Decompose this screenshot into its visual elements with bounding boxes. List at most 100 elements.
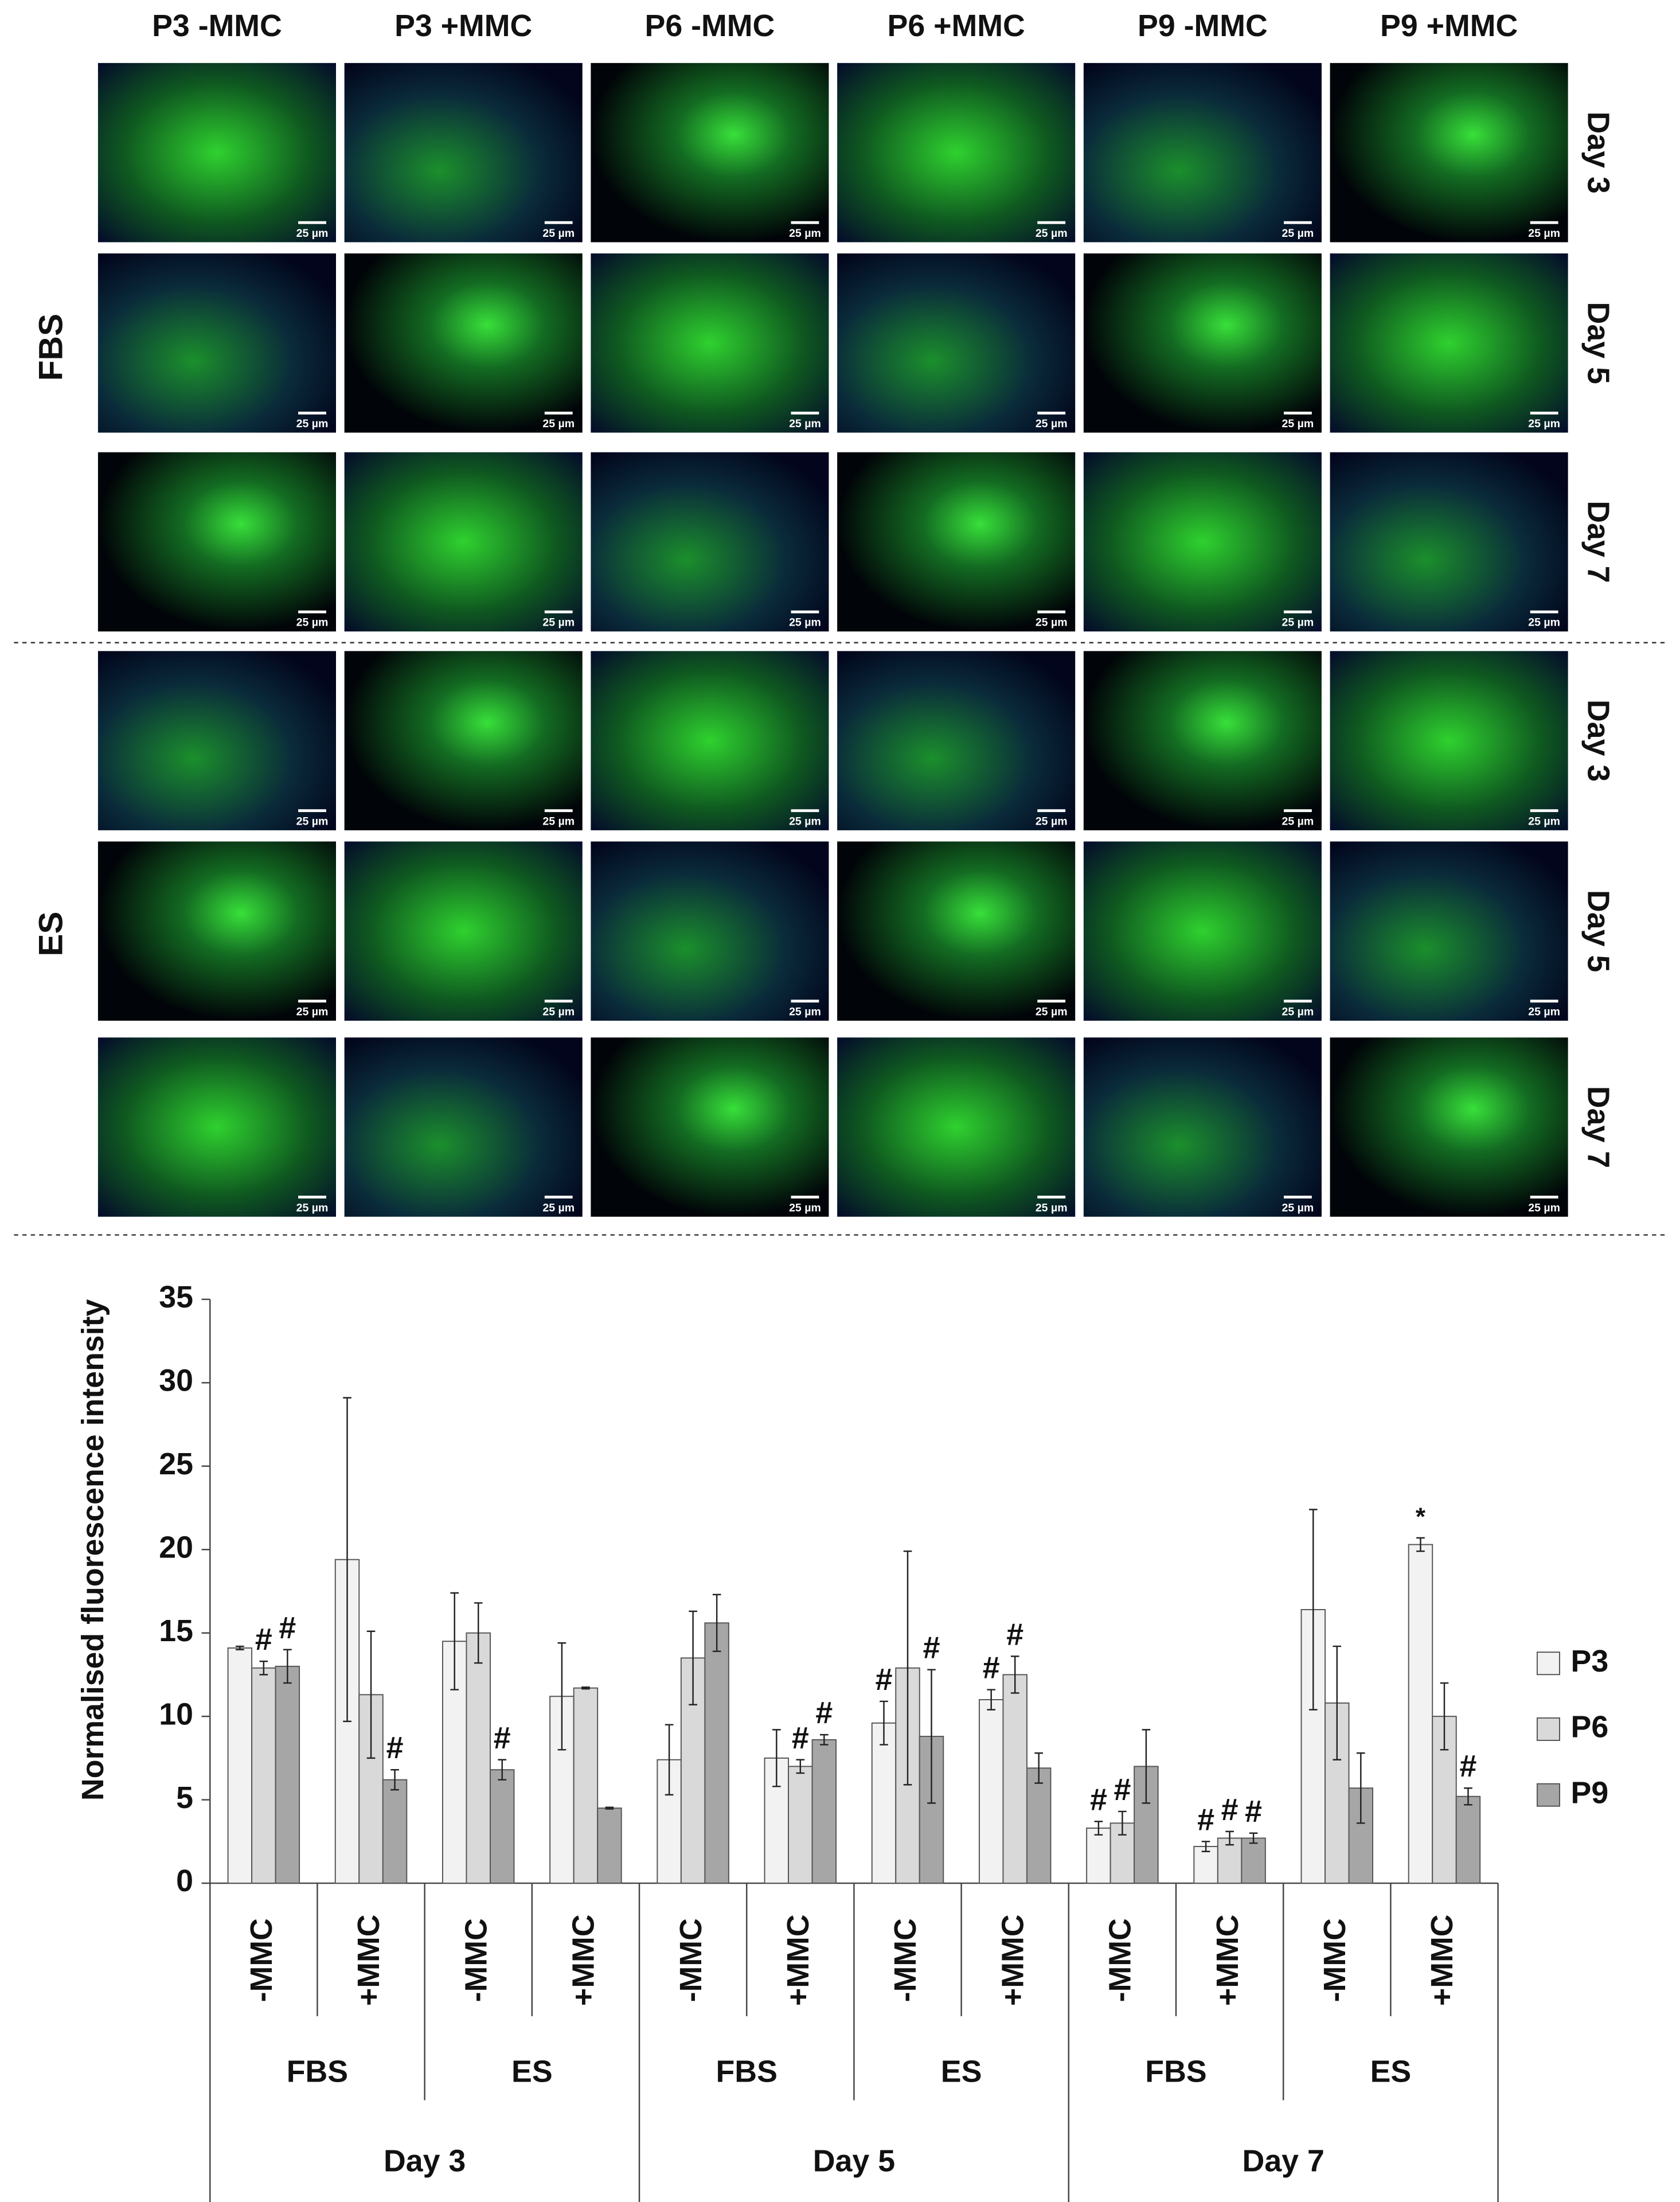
significance-marker: # bbox=[1090, 1782, 1107, 1817]
error-bar bbox=[283, 1649, 292, 1684]
column-header: P9 +MMC bbox=[1380, 9, 1518, 43]
micrograph bbox=[344, 253, 583, 433]
error-bar bbox=[498, 1759, 507, 1781]
micrograph bbox=[591, 651, 829, 830]
bar bbox=[1455, 1795, 1481, 1884]
micrograph bbox=[97, 63, 337, 243]
scale-bar-label: 25 µm bbox=[1036, 815, 1068, 827]
legend-swatch bbox=[1536, 1783, 1560, 1807]
micrograph bbox=[1330, 63, 1568, 243]
scale-bar-label: 25 µm bbox=[1528, 815, 1560, 827]
micrograph bbox=[1330, 841, 1568, 1021]
scale-bar-label: 25 µm bbox=[542, 1005, 575, 1018]
y-tick-label: 25 bbox=[159, 1447, 193, 1481]
micrograph bbox=[591, 63, 829, 243]
error-bar bbox=[987, 1689, 996, 1711]
scale-bar-label: 25 µm bbox=[789, 417, 821, 430]
scale-bar-label: 25 µm bbox=[1282, 815, 1314, 827]
significance-marker: # bbox=[1006, 1617, 1023, 1652]
x-tick-label: -MMC bbox=[1103, 1918, 1138, 2002]
micrograph bbox=[344, 63, 583, 243]
legend-label: P6 bbox=[1571, 1710, 1609, 1744]
micrograph bbox=[97, 651, 337, 830]
significance-marker: # bbox=[1221, 1793, 1238, 1827]
y-tick-label: 35 bbox=[159, 1280, 193, 1314]
significance-marker: # bbox=[923, 1631, 940, 1665]
micrograph bbox=[837, 452, 1076, 632]
error-bar bbox=[1416, 1537, 1425, 1552]
y-tick-label: 15 bbox=[159, 1614, 193, 1648]
micrograph bbox=[1330, 452, 1568, 632]
error-bar bbox=[1034, 1752, 1044, 1784]
scale-bar-label: 25 µm bbox=[1036, 1005, 1068, 1018]
significance-marker: # bbox=[255, 1622, 272, 1657]
significance-marker: # bbox=[815, 1696, 833, 1730]
row-label: Day 5 bbox=[1581, 890, 1615, 972]
micrograph bbox=[1083, 253, 1322, 433]
micrograph bbox=[591, 452, 829, 632]
micrograph bbox=[97, 841, 337, 1021]
micrograph bbox=[591, 253, 829, 433]
legend-swatch bbox=[1536, 1717, 1560, 1741]
significance-marker: # bbox=[1114, 1772, 1131, 1807]
bar bbox=[466, 1632, 491, 1884]
scale-bar-label: 25 µm bbox=[1528, 1005, 1560, 1018]
bar bbox=[1002, 1674, 1027, 1884]
error-bar bbox=[1010, 1656, 1019, 1694]
micrograph bbox=[837, 841, 1076, 1021]
micrograph bbox=[97, 1037, 337, 1217]
error-bar bbox=[581, 1686, 590, 1690]
scale-bar-label: 25 µm bbox=[542, 1201, 575, 1214]
scale-bar-label: 25 µm bbox=[1036, 417, 1068, 430]
error-bar bbox=[605, 1806, 614, 1810]
significance-marker: # bbox=[279, 1611, 296, 1645]
micrograph bbox=[1083, 1037, 1322, 1217]
error-bar bbox=[796, 1759, 805, 1774]
x-tick-label: -MMC bbox=[674, 1918, 708, 2002]
bar bbox=[1086, 1828, 1111, 1884]
micrograph bbox=[97, 253, 337, 433]
y-tick-label: 20 bbox=[159, 1530, 193, 1564]
micrograph bbox=[837, 63, 1076, 243]
scale-bar-label: 25 µm bbox=[1036, 616, 1068, 629]
significance-marker: # bbox=[1245, 1794, 1262, 1829]
row-label: Day 3 bbox=[1581, 700, 1615, 782]
scale-bar-label: 25 µm bbox=[1282, 1201, 1314, 1214]
group-label: FBS bbox=[287, 2054, 348, 2088]
micrograph bbox=[1330, 1037, 1568, 1217]
group-label: ES bbox=[941, 2054, 982, 2088]
group-label: ES bbox=[511, 2054, 553, 2088]
x-tick-label: +MMC bbox=[1210, 1915, 1245, 2006]
significance-marker: # bbox=[876, 1662, 893, 1697]
block-label: ES bbox=[32, 912, 69, 956]
scale-bar-label: 25 µm bbox=[542, 616, 575, 629]
bar bbox=[490, 1769, 515, 1884]
scale-bar-label: 25 µm bbox=[1282, 1005, 1314, 1018]
bar bbox=[704, 1622, 729, 1884]
day-label: Day 3 bbox=[384, 2144, 466, 2178]
scale-bar-label: 25 µm bbox=[542, 227, 575, 240]
error-bar bbox=[820, 1734, 829, 1746]
scale-bar-label: 25 µm bbox=[789, 227, 821, 240]
error-bar bbox=[236, 1645, 244, 1650]
error-bar bbox=[474, 1602, 483, 1664]
bar bbox=[573, 1687, 599, 1884]
scale-bar-label: 25 µm bbox=[789, 1005, 821, 1018]
x-tick-label: +MMC bbox=[1425, 1915, 1459, 2006]
scale-bar-label: 25 µm bbox=[542, 417, 575, 430]
micrograph bbox=[1083, 651, 1322, 830]
scale-bar-label: 25 µm bbox=[1282, 227, 1314, 240]
error-bar bbox=[343, 1397, 351, 1723]
error-bar bbox=[450, 1592, 459, 1690]
bar bbox=[1241, 1837, 1266, 1884]
significance-marker: # bbox=[494, 1721, 511, 1755]
bar bbox=[251, 1667, 276, 1884]
bar bbox=[382, 1779, 408, 1884]
row-label: Day 5 bbox=[1581, 302, 1615, 384]
column-header: P3 -MMC bbox=[152, 9, 282, 43]
error-bar bbox=[1333, 1645, 1342, 1760]
error-bar bbox=[1201, 1841, 1210, 1852]
block-label: FBS bbox=[32, 314, 69, 381]
error-bar bbox=[665, 1724, 674, 1796]
